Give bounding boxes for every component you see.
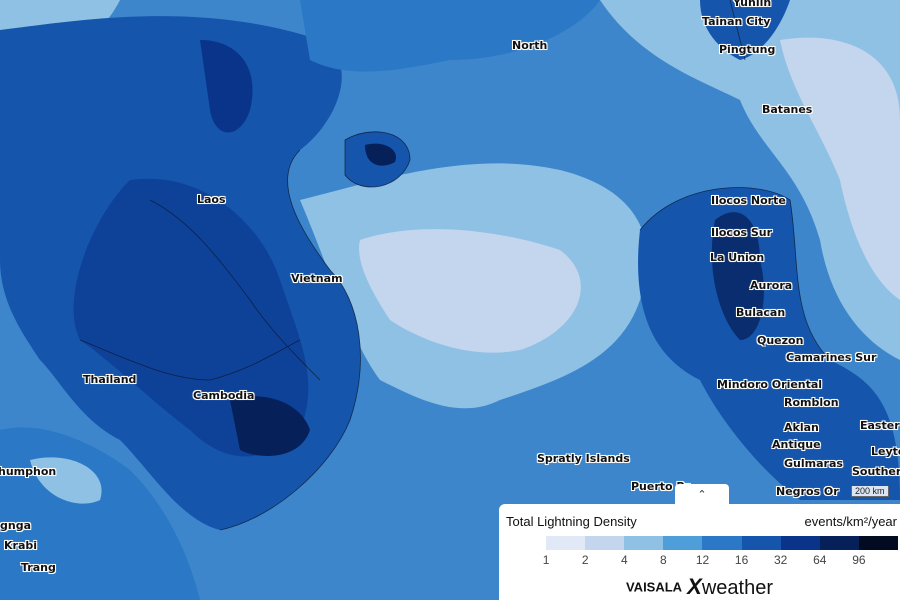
double-chevron-up-icon: ⌃︎ [697, 488, 707, 501]
legend-toggle-button[interactable]: ⌃︎ [675, 484, 729, 506]
legend-swatch [819, 536, 859, 550]
map-label: La Union [710, 251, 765, 264]
map-label: Aklan [784, 421, 819, 434]
taiwan-region [700, 0, 790, 60]
legend-tick: 64 [813, 553, 827, 567]
map-label: Leyte [871, 445, 900, 458]
legend-unit: events/km²/year [804, 514, 897, 529]
map-label: Gulmaras [784, 457, 843, 470]
map-label: Bulacan [736, 306, 786, 319]
legend-swatch [585, 536, 625, 550]
lighter-sea-region [780, 37, 900, 301]
logo-product: weather [701, 577, 774, 599]
map-label: Antique [772, 438, 821, 451]
legend-tick: 8 [660, 553, 667, 567]
map-label: Negros Or [776, 485, 839, 498]
legend-panel: Total Lightning Density events/km²/year … [499, 504, 900, 600]
legend-tick: 4 [620, 553, 628, 567]
map-label: Quezon [757, 334, 804, 347]
map-label: Trang [21, 561, 56, 574]
map-label: Aurora [750, 279, 793, 292]
map-label: gnga [0, 519, 32, 532]
map-label: humphon [0, 465, 57, 478]
dense-region [711, 212, 764, 340]
legend-swatch [702, 536, 742, 550]
map-label: Mindoro Oriental [717, 378, 823, 391]
coastline [219, 149, 361, 531]
lighter-sea-region [359, 229, 581, 353]
legend-swatch [663, 536, 703, 550]
map-label: Easter [860, 419, 900, 432]
vaisala-xweather-logo: VAISALA Xweather [499, 574, 900, 600]
dense-region [73, 178, 309, 457]
logo-brand: VAISALA [625, 579, 683, 595]
logo-x: X [687, 574, 702, 599]
map-label: Krabi [4, 539, 38, 552]
legend-tick: 96 [852, 553, 866, 567]
legend-tick: 32 [774, 553, 788, 567]
map-label: Ilocos Sur [711, 226, 773, 239]
legend-swatch [546, 536, 586, 550]
map-label: Laos [197, 193, 226, 206]
scale-bar: 200 km [851, 486, 889, 497]
legend-title: Total Lightning Density [506, 514, 637, 529]
legend-swatch [507, 536, 547, 550]
map-label: Tainan City [702, 15, 771, 28]
map-label: Pingtung [719, 43, 776, 56]
legend-tick: 2 [581, 553, 589, 567]
legend-tick: 16 [734, 553, 749, 567]
border-line [79, 339, 301, 381]
border-line [149, 199, 321, 381]
map-label: Camarines Sur [786, 351, 877, 364]
legend-swatch [741, 536, 781, 550]
china-coast [300, 0, 600, 72]
legend-swatch [624, 536, 664, 550]
light-sea-region [30, 457, 102, 504]
legend-tick: 12 [695, 553, 710, 567]
legend-color-scale [507, 536, 898, 550]
map-label: Spratly Islands [537, 452, 630, 465]
legend-tick: 1 [542, 553, 550, 567]
map-label: Ilocos Norte [711, 194, 786, 207]
map-label: Cambodia [193, 389, 255, 402]
map-label: North [512, 39, 548, 52]
map-label: Batanes [762, 103, 813, 116]
luzon-region [638, 187, 900, 500]
dense-region [230, 396, 310, 456]
map-label: Thailand [83, 373, 137, 386]
legend-swatch [780, 536, 820, 550]
coastline [344, 131, 411, 188]
map-label: Souther [852, 465, 900, 478]
legend-swatch [858, 536, 898, 550]
dense-region [200, 40, 253, 133]
dense-region [365, 143, 396, 166]
map-label: Yunlin [733, 0, 772, 9]
coastline [729, 0, 746, 61]
map-label: Vietnam [291, 272, 343, 285]
map-label: Romblon [784, 396, 839, 409]
coastline [639, 187, 831, 361]
